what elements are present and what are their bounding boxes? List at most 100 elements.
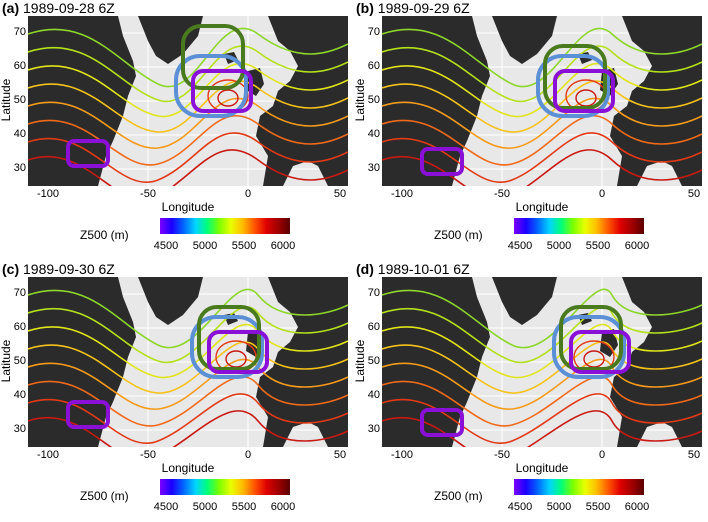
land-mass xyxy=(256,16,348,186)
purple-region-outline xyxy=(66,400,110,429)
y-tick-label: 70 xyxy=(367,26,380,38)
x-tick-label: -50 xyxy=(494,449,510,461)
x-axis-label: Longitude xyxy=(161,461,215,475)
y-tick-label: 40 xyxy=(367,128,380,140)
green-region-outline xyxy=(181,24,245,90)
map-area xyxy=(382,277,702,447)
legend-title: Z500 (m) xyxy=(434,228,483,242)
z500-contour xyxy=(28,62,348,118)
x-tick-label: -50 xyxy=(140,188,156,200)
legend-tick-label: 6000 xyxy=(270,501,296,513)
land-mass xyxy=(492,277,557,325)
x-tick-label: -100 xyxy=(36,188,60,200)
map-panel: (c) 1989-09-30 6Z Latitude 70 60 50 40 30 -100-… xyxy=(0,261,354,522)
land-mass xyxy=(610,16,702,186)
z500-contour xyxy=(28,323,348,379)
legend-tick-label: 5000 xyxy=(546,501,572,513)
z500-contour xyxy=(382,393,702,444)
z500-contour xyxy=(382,358,702,410)
purple-region-outline xyxy=(420,147,464,176)
y-tick-label: 50 xyxy=(13,355,26,367)
land-mass xyxy=(492,16,557,64)
y-tick-label: 70 xyxy=(13,287,26,299)
y-tick-label: 70 xyxy=(367,287,380,299)
legend-colorbar xyxy=(160,218,290,234)
land-mass xyxy=(382,277,490,447)
map-area xyxy=(382,16,702,186)
legend-tick-label: 5500 xyxy=(231,501,257,513)
cutoff-low-contour xyxy=(217,89,239,107)
legend-title: Z500 (m) xyxy=(80,489,129,503)
legend-colorbar xyxy=(514,479,644,495)
blue-region-outline xyxy=(174,54,248,118)
x-tick-label: -50 xyxy=(140,449,156,461)
z500-contour xyxy=(382,376,702,427)
color-legend: Z500 (m) 4500 5000 5500 6000 xyxy=(434,218,694,258)
purple-region-outline xyxy=(207,330,269,374)
x-axis-label: Longitude xyxy=(161,200,215,214)
green-region-outline xyxy=(543,44,607,110)
panel-date: 1989-09-28 6Z xyxy=(19,0,115,16)
y-tick-label: 50 xyxy=(13,94,26,106)
map-panel: (d) 1989-10-01 6Z Latitude 70 60 50 40 30 -100-… xyxy=(353,261,708,522)
x-tick-label: 50 xyxy=(333,188,347,200)
panel-title: (c) 1989-09-30 6Z xyxy=(2,261,115,277)
z500-contour xyxy=(28,358,348,410)
y-tick-label: 30 xyxy=(367,162,380,174)
legend-tick-label: 4500 xyxy=(507,240,533,252)
purple-region-outline xyxy=(66,139,110,168)
x-axis-label: Longitude xyxy=(515,200,569,214)
purple-region-outline xyxy=(420,408,464,437)
legend-tick-label: 6000 xyxy=(624,240,650,252)
land-mass xyxy=(610,277,702,447)
z500-contour xyxy=(28,132,348,183)
y-tick-label: 60 xyxy=(13,321,26,333)
z500-contour xyxy=(28,149,348,186)
z500-contour xyxy=(382,45,702,103)
x-tick-label: 0 xyxy=(598,188,606,200)
z500-contour xyxy=(382,341,702,394)
z500-contour xyxy=(382,27,702,88)
land-mass xyxy=(600,329,618,357)
x-tick-label: 50 xyxy=(333,449,347,461)
z500-contour xyxy=(28,27,348,88)
y-tick-label: 40 xyxy=(13,389,26,401)
z500-contour xyxy=(382,132,702,183)
blue-region-outline xyxy=(552,315,626,379)
panel-letter: (c) xyxy=(2,261,20,277)
blue-region-outline xyxy=(190,315,264,379)
z500-contour xyxy=(382,323,702,379)
z500-contour xyxy=(382,306,702,364)
map-panel: (a) 1989-09-28 6Z Latitude 70 60 50 40 30 -100-… xyxy=(0,0,354,261)
green-region-outline xyxy=(197,305,261,371)
purple-region-outline xyxy=(191,69,253,113)
purple-region-outline xyxy=(553,69,615,113)
z500-contour xyxy=(28,376,348,427)
green-region-outline xyxy=(559,305,623,371)
y-tick-label: 50 xyxy=(367,94,380,106)
legend-title: Z500 (m) xyxy=(434,489,483,503)
legend-tick-label: 5500 xyxy=(585,240,611,252)
x-tick-label: -50 xyxy=(494,188,510,200)
panel-letter: (a) xyxy=(2,0,20,16)
panel-date: 1989-09-29 6Z xyxy=(373,0,470,16)
map-area xyxy=(28,16,348,186)
color-legend: Z500 (m) 4500 5000 5500 6000 xyxy=(434,479,694,519)
y-tick-label: 50 xyxy=(367,355,380,367)
x-tick-label: -100 xyxy=(390,188,414,200)
y-tick-label: 60 xyxy=(367,60,380,72)
z500-contour xyxy=(28,288,348,349)
legend-tick-label: 4500 xyxy=(153,240,179,252)
blue-region-outline xyxy=(536,54,610,118)
y-tick-label: 40 xyxy=(13,128,26,140)
panel-date: 1989-09-30 6Z xyxy=(19,261,115,277)
land-mass xyxy=(28,16,136,186)
x-tick-label: 50 xyxy=(687,449,701,461)
land-mass xyxy=(256,277,348,447)
z500-contour xyxy=(28,115,348,166)
legend-tick-label: 6000 xyxy=(270,240,296,252)
legend-tick-label: 5000 xyxy=(192,240,218,252)
panel-letter: (d) xyxy=(356,261,374,277)
y-tick-label: 30 xyxy=(13,162,26,174)
map-panel: (b) 1989-09-29 6Z Latitude 70 60 50 40 30 -100-… xyxy=(353,0,708,261)
